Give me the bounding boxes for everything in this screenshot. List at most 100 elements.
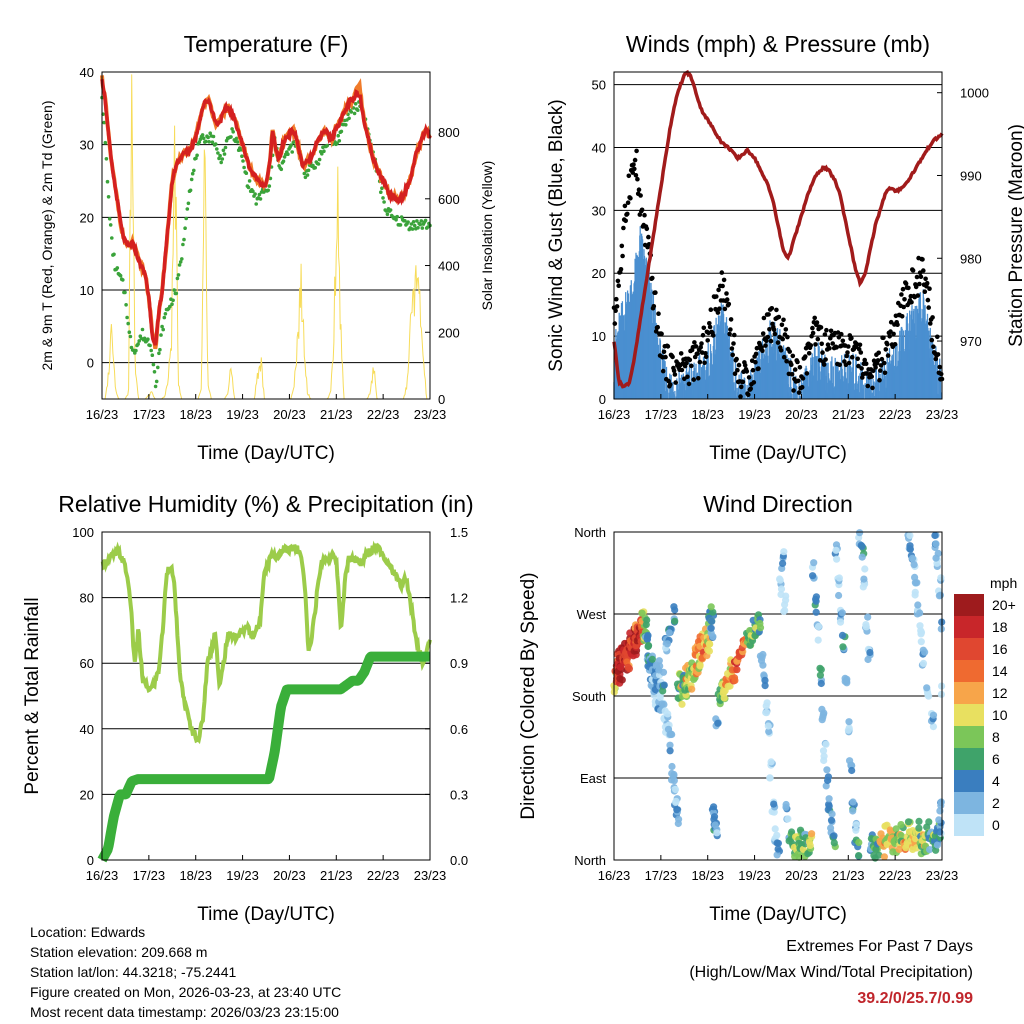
wind-direction-point (855, 852, 863, 860)
wind-direction-point (812, 597, 820, 605)
dewpoint-point (168, 304, 172, 309)
wind-gust-point (651, 304, 657, 309)
dewpoint-point (186, 201, 191, 206)
dewpoint-point (171, 298, 175, 303)
y2-tick-label: 1.2 (450, 591, 468, 606)
wind-direction-point (849, 798, 857, 806)
x-tick-label: 17/23 (645, 407, 678, 422)
plot-frame (613, 531, 943, 861)
wind-gust-point (924, 280, 930, 286)
wind-direction-point (825, 795, 833, 803)
wind-gust-point (877, 377, 882, 383)
wind-gust-point (775, 340, 781, 345)
wind-gust-point (930, 315, 935, 320)
wind-direction-point (917, 638, 925, 646)
wind-gust-point (740, 379, 746, 385)
x-tick-label: 21/23 (832, 868, 865, 883)
wind-gust-point (875, 358, 881, 363)
wind-direction-point (690, 675, 698, 684)
y2-tick-label: 0.6 (450, 722, 468, 737)
dewpoint-point (286, 152, 290, 156)
wind-direction-point (812, 608, 820, 616)
wind-gust-point (717, 306, 722, 312)
wind-direction-point (817, 679, 825, 688)
dewpoint-point (403, 219, 407, 223)
x-tick-label: 18/23 (179, 868, 212, 883)
dewpoint-point (217, 156, 221, 161)
wind-direction-point (770, 808, 778, 816)
wind-gust-point (707, 324, 713, 330)
wind-direction-point (814, 636, 822, 644)
wind-gust-point (646, 234, 651, 240)
chart-title: Wind Direction (703, 491, 853, 517)
wind-gust-point (906, 285, 911, 291)
y2-tick-label: 400 (438, 259, 460, 274)
dewpoint-point (162, 315, 167, 320)
wind-gust-point (789, 372, 795, 377)
wind-gust-point (781, 317, 786, 323)
wind-gust-point (928, 321, 933, 326)
wind-gust-point (778, 348, 784, 353)
wind-direction-point (624, 663, 632, 671)
wind-gust-point (763, 343, 768, 348)
recent-timestamp: Most recent data timestamp: 2026/03/23 2… (30, 1004, 339, 1020)
wind-direction-point (937, 574, 945, 582)
dewpoint-point (178, 260, 183, 264)
wind-gust-point (859, 366, 864, 371)
dewpoint-point (190, 171, 195, 176)
wind-gust-point (634, 148, 639, 154)
wind-direction-point (776, 576, 784, 584)
wind-gust-point (732, 371, 738, 377)
wind-direction-point (926, 846, 934, 854)
dewpoint-point (313, 165, 318, 170)
wind-gust-point (700, 332, 706, 338)
wind-gust-point (730, 352, 735, 358)
wind-gust-point (869, 374, 874, 379)
dewpoint-point (204, 139, 208, 144)
y2-tick-label: 1000 (960, 86, 989, 101)
wind-direction-point (852, 826, 860, 834)
wind-gust-point (673, 380, 678, 385)
wind-gust-point (772, 331, 778, 337)
x-tick-label: 23/23 (414, 407, 447, 422)
wind-gust-point (929, 337, 935, 343)
wind-direction-point (671, 606, 679, 614)
dewpoint-point (134, 348, 138, 353)
wind-direction-point (663, 640, 672, 648)
wind-gust-point (812, 315, 817, 321)
legend-label: 10 (992, 707, 1008, 723)
wind-direction-point (827, 816, 836, 824)
dewpoint-point (347, 116, 351, 121)
wind-direction-point (808, 830, 816, 838)
dewpoint-point (158, 347, 162, 352)
wind-gust-point (623, 218, 628, 224)
wind-gust-point (921, 268, 926, 273)
dewpoint-point (181, 242, 185, 247)
wind-direction-point (774, 839, 783, 847)
wind-gust-point (687, 357, 693, 363)
dewpoint-point (142, 336, 147, 341)
wind-direction-point (704, 646, 712, 654)
wind-gust-point (695, 351, 700, 356)
wind-direction-point (777, 585, 786, 593)
dewpoint-point (230, 127, 234, 131)
wind-gust-point (784, 358, 789, 364)
plot-frame (101, 71, 431, 400)
y2-tick-label: 0.0 (450, 853, 468, 868)
wind-direction-point (659, 668, 668, 676)
wind-gust-point (618, 267, 624, 272)
dewpoint-point (118, 273, 123, 278)
wind-direction-point (819, 747, 828, 755)
wind-gust-point (806, 351, 812, 356)
wind-direction-point (660, 700, 668, 709)
dewpoint-point (125, 315, 129, 320)
dewpoint-point (353, 102, 358, 106)
wind-gust-point (857, 342, 863, 348)
wind-direction-point (644, 642, 652, 651)
x-tick-label: 23/23 (926, 868, 959, 883)
wind-gust-point (795, 359, 800, 365)
wind-direction-point (711, 821, 719, 829)
wind-direction-point (906, 531, 914, 540)
wind-direction-point (664, 710, 672, 718)
dewpoint-point (126, 321, 130, 326)
